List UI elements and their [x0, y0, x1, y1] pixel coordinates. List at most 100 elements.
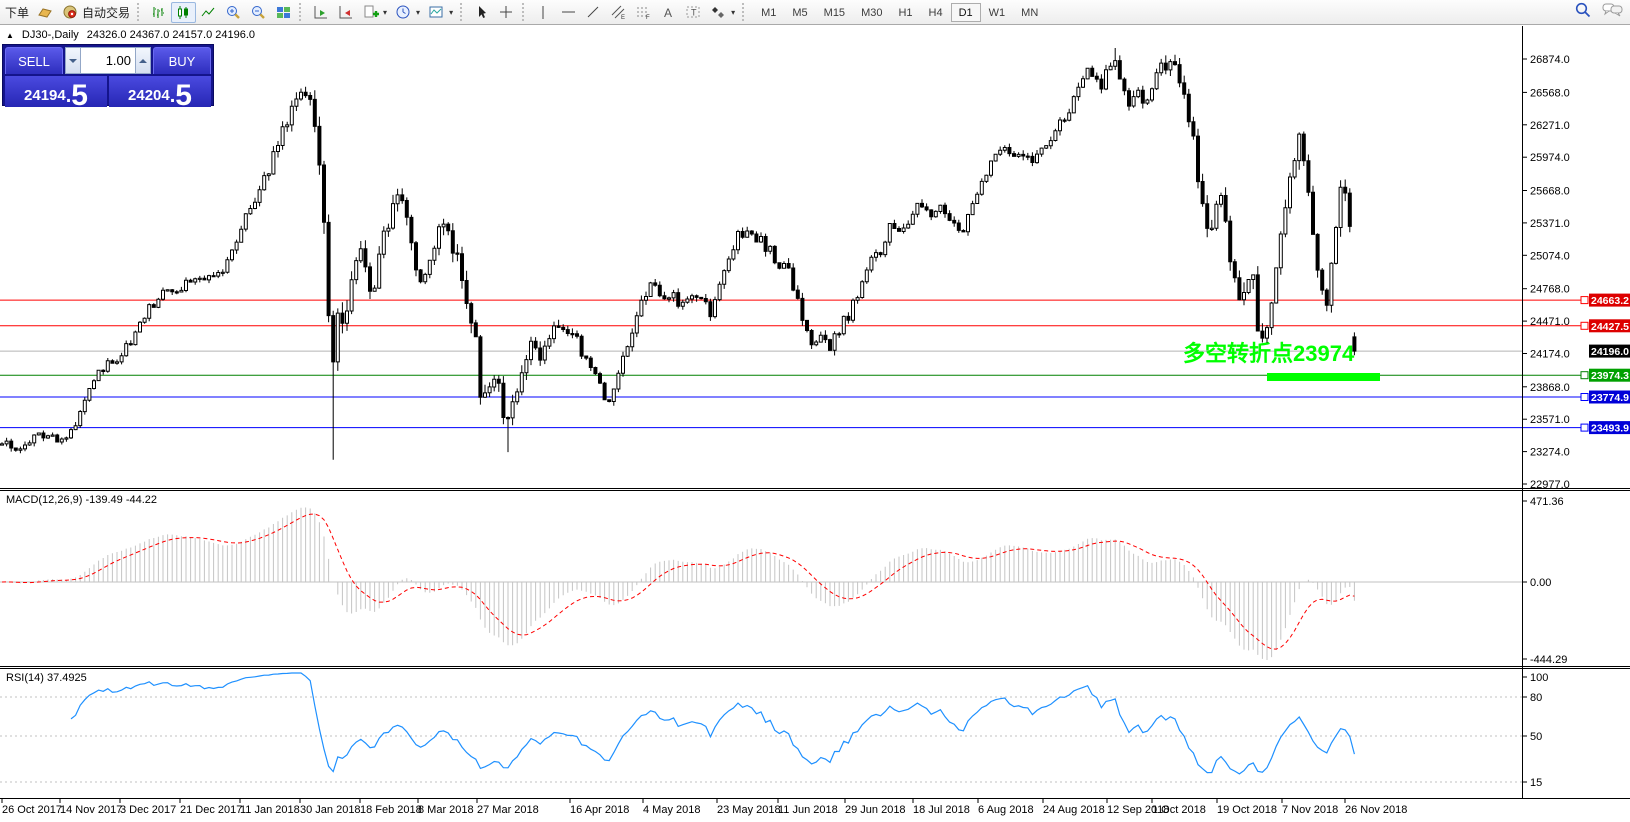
chart-red-arrow-icon	[337, 4, 354, 21]
template-icon	[428, 4, 445, 21]
svg-text:26271.0: 26271.0	[1530, 120, 1570, 132]
vertical-line-button[interactable]	[531, 2, 556, 23]
price-badge-24427.5	[1589, 319, 1630, 333]
fibonacci-button[interactable]: F	[631, 2, 656, 23]
price-badge-24663.2	[1589, 293, 1630, 307]
svg-text:23493.9: 23493.9	[1591, 423, 1629, 435]
tile-windows-button[interactable]	[271, 2, 296, 23]
timeframe-button-m1[interactable]: M1	[753, 3, 784, 22]
candlestick-chart-button[interactable]	[171, 1, 197, 23]
sell-button[interactable]: SELL	[5, 47, 63, 74]
lot-decrease-button[interactable]	[65, 47, 81, 74]
metaeditor-button[interactable]	[33, 2, 58, 23]
new-order-button[interactable]: 下单	[1, 2, 33, 23]
svg-text:24427.5: 24427.5	[1591, 321, 1629, 333]
channel-icon: E	[610, 4, 627, 21]
svg-text:16 Apr 2018: 16 Apr 2018	[570, 804, 629, 816]
templates-button[interactable]: ▾	[424, 2, 457, 23]
collapse-icon[interactable]: ▲	[6, 30, 14, 40]
buy-price[interactable]: 24204. 5	[109, 76, 211, 110]
timeframe-button-h4[interactable]: H4	[921, 3, 951, 22]
price-badges: 24663.2 24427.5 24196.0 23974.3 23774.9 23493…	[1580, 293, 1630, 435]
svg-text:12 Sep 2018: 12 Sep 2018	[1107, 804, 1169, 816]
toolbar-grip	[460, 3, 466, 21]
svg-text:26 Nov 2018: 26 Nov 2018	[1345, 804, 1407, 816]
zoom-in-button[interactable]	[221, 2, 246, 23]
chart-title: ▲ DJ30-,Daily 24326.0 24367.0 24157.0 24…	[6, 29, 255, 41]
timeframe-button-mn[interactable]: MN	[1013, 3, 1046, 22]
toolbar-grip	[742, 3, 748, 21]
timeframe-button-h1[interactable]: H1	[890, 3, 920, 22]
trendline-button[interactable]	[581, 2, 606, 23]
bar-chart-button[interactable]	[146, 2, 171, 23]
vertical-line-icon	[535, 4, 552, 21]
autotrading-label: 自动交易	[82, 5, 131, 20]
svg-text:A: A	[664, 6, 672, 20]
autotrading-button[interactable]: 自动交易	[58, 2, 134, 23]
toolbar-grip	[522, 3, 528, 21]
svg-text:471.36: 471.36	[1530, 496, 1564, 508]
search-icon[interactable]	[1574, 1, 1592, 24]
svg-text:23571.0: 23571.0	[1530, 414, 1570, 426]
text-button[interactable]: A	[656, 2, 681, 23]
chart-green-arrow-icon	[312, 4, 329, 21]
svg-text:23274.0: 23274.0	[1530, 447, 1570, 459]
horizontal-line-button[interactable]	[556, 2, 581, 23]
svg-text:F: F	[646, 15, 650, 21]
add-indicator-button[interactable]: ▾	[358, 2, 391, 23]
zoom-out-button[interactable]	[246, 2, 271, 23]
chat-icon[interactable]	[1602, 1, 1624, 24]
svg-text:7 Nov 2018: 7 Nov 2018	[1282, 804, 1338, 816]
lot-size-input[interactable]	[81, 47, 135, 74]
candlestick-chart-icon	[175, 4, 192, 21]
svg-text:80: 80	[1530, 692, 1542, 704]
svg-text:18 Feb 2018: 18 Feb 2018	[360, 804, 422, 816]
timeframe-button-m30[interactable]: M30	[853, 3, 890, 22]
zoom-in-icon	[225, 4, 242, 21]
timeframe-button-m5[interactable]: M5	[784, 3, 815, 22]
tile-windows-icon	[275, 4, 292, 21]
text-label-button[interactable]: T	[681, 2, 706, 23]
fibonacci-icon: F	[635, 4, 652, 21]
buy-button[interactable]: BUY	[153, 47, 211, 74]
lot-size-control	[65, 47, 151, 74]
svg-text:24471.0: 24471.0	[1530, 316, 1570, 328]
line-chart-button[interactable]	[196, 2, 221, 23]
svg-text:25974.0: 25974.0	[1530, 152, 1570, 164]
timeframe-button-w1[interactable]: W1	[981, 3, 1014, 22]
lot-increase-button[interactable]	[135, 47, 151, 74]
indicator-window-green-button[interactable]	[308, 2, 333, 23]
symbol-period-label: DJ30-,Daily	[21, 29, 79, 41]
annotation-highlight-bar[interactable]	[1267, 373, 1380, 381]
indicator-window-red-button[interactable]	[333, 2, 358, 23]
svg-text:23974.3: 23974.3	[1591, 370, 1629, 382]
svg-text:25371.0: 25371.0	[1530, 218, 1570, 230]
periods-button[interactable]: ▾	[391, 2, 424, 23]
svg-text:27 Mar 2018: 27 Mar 2018	[477, 804, 539, 816]
price-badge-23974.3	[1589, 368, 1630, 382]
sell-price-pip: 5	[71, 78, 88, 112]
timeframe-button-m15[interactable]: M15	[816, 3, 853, 22]
svg-text:0.00: 0.00	[1530, 577, 1551, 589]
arrows-button[interactable]: ▾	[706, 2, 739, 23]
indicator-axes: 471.36 0.00 -444.29 100 80 50 15	[1522, 496, 1567, 789]
svg-text:100: 100	[1530, 672, 1548, 684]
crosshair-button[interactable]	[494, 2, 519, 23]
equidistant-channel-button[interactable]: E	[606, 2, 631, 23]
sell-price[interactable]: 24194. 5	[5, 76, 107, 112]
cursor-button[interactable]	[469, 2, 494, 23]
svg-text:14 Nov 2017: 14 Nov 2017	[60, 804, 122, 816]
svg-text:19 Oct 2018: 19 Oct 2018	[1217, 804, 1277, 816]
svg-text:23868.0: 23868.0	[1530, 382, 1570, 394]
svg-text:26874.0: 26874.0	[1530, 54, 1570, 66]
text-label-icon: T	[685, 4, 702, 21]
svg-text:6 Aug 2018: 6 Aug 2018	[978, 804, 1034, 816]
sell-price-main: 24194	[24, 87, 66, 104]
crosshair-icon	[498, 4, 515, 21]
gold-ingot-icon	[37, 4, 54, 21]
timeframe-button-d1[interactable]: D1	[950, 2, 981, 22]
bar-chart-icon	[150, 4, 167, 21]
one-click-trading-panel: SELL BUY 24194.5 24204.5	[2, 44, 214, 112]
